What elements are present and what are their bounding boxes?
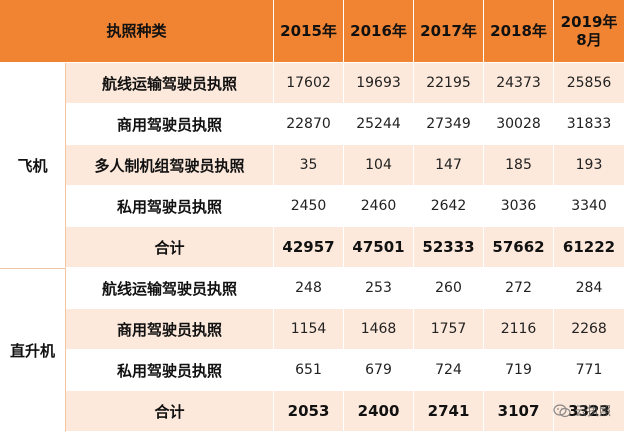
row-label: 航线运输驾驶员执照 bbox=[66, 268, 275, 309]
cell-value: 1757 bbox=[414, 309, 485, 350]
row-label: 商用驾驶员执照 bbox=[66, 104, 275, 145]
header-year-2019-aug: 2019年 8月 bbox=[554, 0, 625, 63]
row-label: 商用驾驶员执照 bbox=[66, 309, 275, 350]
cell-total: 47501 bbox=[344, 227, 415, 268]
cell-total: 42957 bbox=[274, 227, 345, 268]
cell-value: 17602 bbox=[274, 63, 345, 104]
cell-value: 260 bbox=[414, 268, 485, 309]
cell-value: 2642 bbox=[414, 186, 485, 227]
table-row: 飞机 航线运输驾驶员执照 17602 19693 22195 24373 258… bbox=[0, 63, 625, 268]
row-label-total: 合计 bbox=[66, 227, 275, 268]
cell-value: 2268 bbox=[554, 309, 625, 350]
cell-value: 1154 bbox=[274, 309, 345, 350]
cell-value: 3340 bbox=[554, 186, 625, 227]
cell-value: 31833 bbox=[554, 104, 625, 145]
cell-value: 3036 bbox=[484, 186, 555, 227]
cell-total: 61222 bbox=[554, 227, 625, 268]
table-row: 商用驾驶员执照 1154 1468 1757 2116 2268 bbox=[0, 309, 625, 350]
cell-value: 27349 bbox=[414, 104, 485, 145]
cell-value: 2116 bbox=[484, 309, 555, 350]
cell-value: 30028 bbox=[484, 104, 555, 145]
cell-value: 679 bbox=[344, 350, 415, 391]
cell-value: 651 bbox=[274, 350, 345, 391]
header-license-type: 执照种类 bbox=[0, 0, 275, 63]
table-row: 多人制机组驾驶员执照 35 104 147 185 193 bbox=[0, 145, 625, 186]
table-row: 私用驾驶员执照 651 679 724 719 771 bbox=[0, 350, 625, 391]
row-label: 私用驾驶员执照 bbox=[66, 186, 275, 227]
cell-value: 147 bbox=[414, 145, 485, 186]
header-year-2015: 2015年 bbox=[274, 0, 345, 63]
table-row-total: 合计 42957 47501 52333 57662 61222 bbox=[0, 227, 625, 268]
cell-value: 25856 bbox=[554, 63, 625, 104]
cell-total: 2400 bbox=[344, 391, 415, 432]
cell-total: 2053 bbox=[274, 391, 345, 432]
cell-value: 2460 bbox=[344, 186, 415, 227]
cell-value: 193 bbox=[554, 145, 625, 186]
table-row: 私用驾驶员执照 2450 2460 2642 3036 3340 bbox=[0, 186, 625, 227]
table-header-row: 执照种类 2015年 2016年 2017年 2018年 2019年 8月 bbox=[0, 0, 625, 63]
cell-value: 25244 bbox=[344, 104, 415, 145]
cell-value: 724 bbox=[414, 350, 485, 391]
row-label: 航线运输驾驶员执照 bbox=[66, 63, 275, 104]
row-label-total: 合计 bbox=[66, 391, 275, 432]
cell-total: 2741 bbox=[414, 391, 485, 432]
cell-value: 24373 bbox=[484, 63, 555, 104]
cell-value: 284 bbox=[554, 268, 625, 309]
cell-value: 22870 bbox=[274, 104, 345, 145]
cell-value: 771 bbox=[554, 350, 625, 391]
watermark: 云执照 bbox=[553, 402, 611, 419]
header-year-2018: 2018年 bbox=[484, 0, 555, 63]
cell-value: 248 bbox=[274, 268, 345, 309]
header-year-2016: 2016年 bbox=[344, 0, 415, 63]
header-year-2019-text: 2019年 8月 bbox=[560, 13, 618, 49]
table-row: 商用驾驶员执照 22870 25244 27349 30028 31833 bbox=[0, 104, 625, 145]
row-label: 多人制机组驾驶员执照 bbox=[66, 145, 275, 186]
cell-total: 52333 bbox=[414, 227, 485, 268]
watermark-text: 云执照 bbox=[574, 404, 611, 418]
cell-value: 104 bbox=[344, 145, 415, 186]
cell-value: 185 bbox=[484, 145, 555, 186]
group-airplane: 飞机 bbox=[0, 63, 66, 268]
cell-total: 57662 bbox=[484, 227, 555, 268]
table-row-total: 合计 2053 2400 2741 3107 3323 bbox=[0, 391, 625, 432]
cell-value: 2450 bbox=[274, 186, 345, 227]
cell-value: 253 bbox=[344, 268, 415, 309]
header-year-2017: 2017年 bbox=[414, 0, 485, 63]
cell-value: 35 bbox=[274, 145, 345, 186]
cell-value: 719 bbox=[484, 350, 555, 391]
row-label: 私用驾驶员执照 bbox=[66, 350, 275, 391]
cell-value: 1468 bbox=[344, 309, 415, 350]
cell-value: 19693 bbox=[344, 63, 415, 104]
wechat-chat-icon bbox=[553, 403, 571, 418]
cell-total: 3107 bbox=[484, 391, 555, 432]
table-row: 直升机 航线运输驾驶员执照 248 253 260 272 284 bbox=[0, 268, 625, 432]
cell-value: 22195 bbox=[414, 63, 485, 104]
cell-value: 272 bbox=[484, 268, 555, 309]
group-helicopter: 直升机 bbox=[0, 268, 66, 432]
